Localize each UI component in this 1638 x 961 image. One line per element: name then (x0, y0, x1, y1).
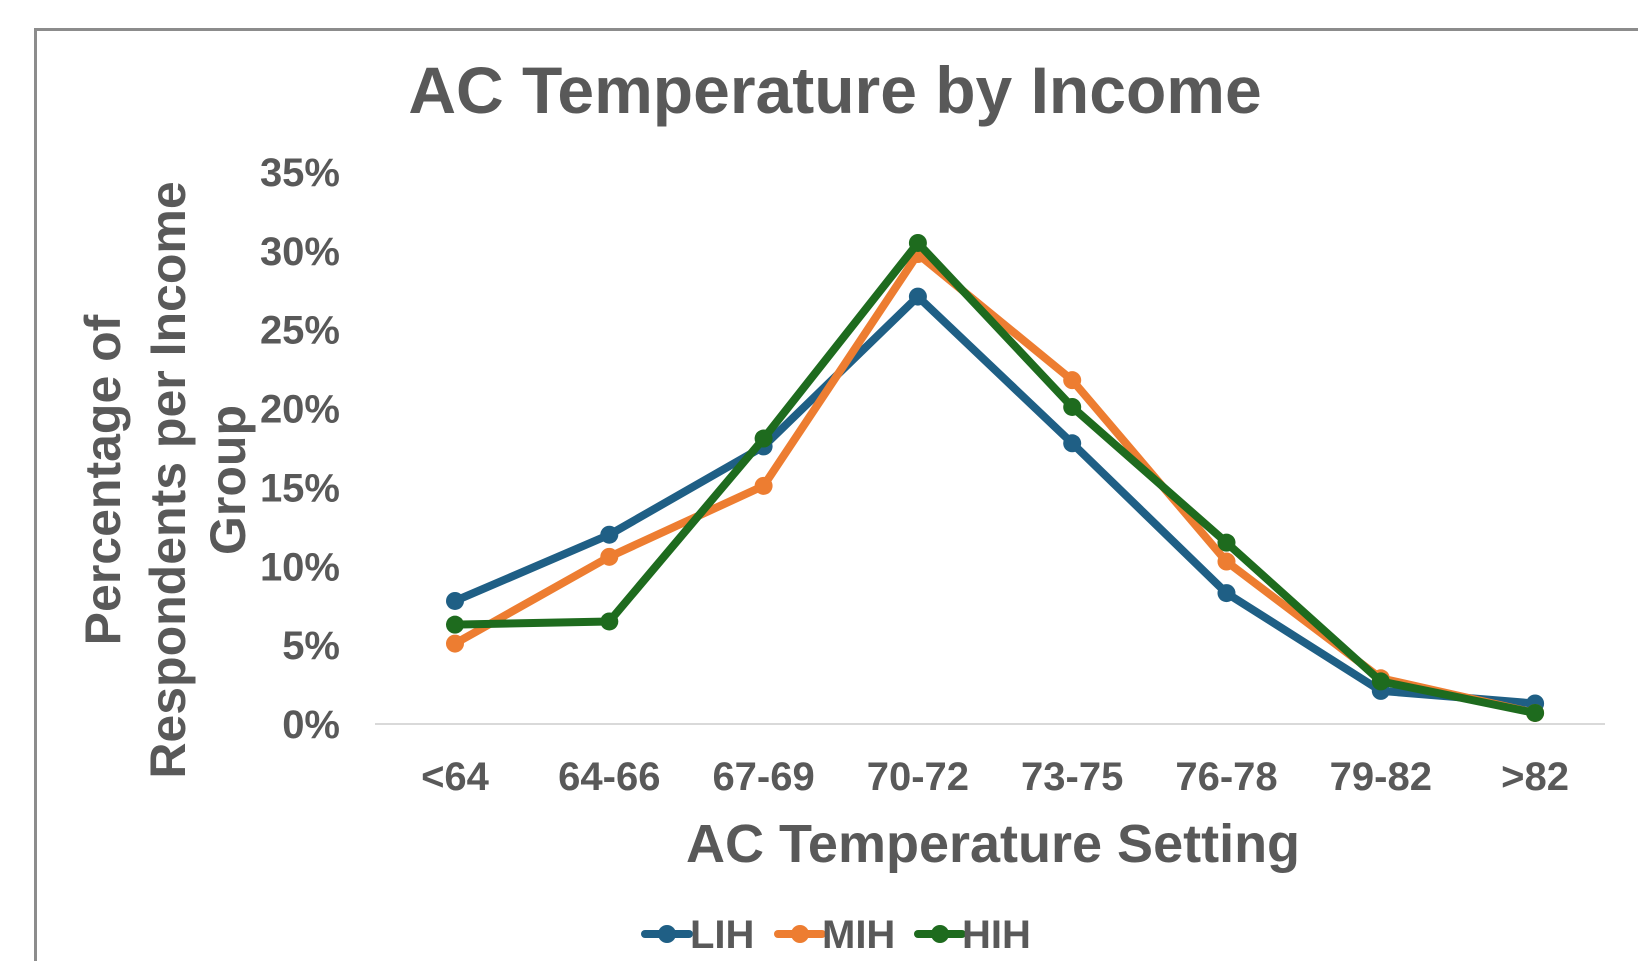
x-tick-label: 73-75 (1021, 755, 1123, 799)
x-axis-title: AC Temperature Setting (686, 814, 1300, 874)
x-tick-label: 67-69 (712, 755, 814, 799)
x-tick-label: 70-72 (867, 755, 969, 799)
data-point (600, 547, 619, 566)
y-tick-label: 30% (260, 230, 340, 274)
x-tick-label: 79-82 (1330, 755, 1432, 799)
series-layer (446, 233, 1545, 722)
x-tick-label: 76-78 (1175, 755, 1277, 799)
data-point (908, 233, 927, 252)
y-axis-title-line-1: Percentage of (75, 314, 131, 645)
x-tick-label: <64 (421, 755, 490, 799)
y-tick-label: 20% (260, 388, 340, 432)
series-line-lih (451, 292, 1540, 708)
legend-swatch-marker (931, 925, 949, 943)
data-point (1217, 533, 1236, 552)
x-tick-label: 64-66 (558, 755, 660, 799)
data-point (754, 476, 773, 495)
y-tick-label: 25% (260, 309, 340, 353)
legend-swatch-marker (791, 925, 809, 943)
data-point (908, 287, 927, 306)
y-tick-label: 35% (260, 151, 340, 195)
data-point (1063, 397, 1082, 416)
legend-label: LIH (690, 913, 754, 957)
data-point (446, 615, 464, 634)
data-point (1217, 552, 1236, 571)
chart-title: AC Temperature by Income (408, 53, 1261, 127)
series-hih (446, 233, 1545, 722)
x-axis: <64 64-66 67-69 70-72 73-75 76-78 79-82 >82 (421, 755, 1569, 799)
legend-label: MIH (822, 913, 895, 957)
legend: LIH MIH HIH (641, 913, 1031, 957)
data-point (1063, 434, 1082, 453)
data-point (600, 612, 619, 631)
y-axis-title: Percentage of Respondents per Income Gro… (75, 181, 256, 778)
y-tick-label: 5% (282, 624, 340, 668)
data-point (600, 525, 619, 544)
y-axis-title-line-3: Group (200, 405, 256, 555)
data-point (1371, 672, 1390, 691)
data-point (754, 429, 773, 448)
y-axis: 0% 5% 10% 15% 20% 25% 30% 35% (260, 151, 340, 747)
series-lih (446, 287, 1545, 713)
y-tick-label: 0% (282, 703, 340, 747)
y-tick-label: 15% (260, 466, 340, 510)
series-mih (446, 245, 1545, 722)
x-tick-label: >82 (1501, 755, 1569, 799)
data-point (1526, 703, 1545, 722)
legend-item-mih: MIH (774, 913, 895, 957)
data-point (446, 634, 464, 653)
data-point (1063, 371, 1082, 390)
legend-label: HIH (962, 913, 1031, 957)
y-axis-title-line-2: Respondents per Income (140, 181, 196, 778)
legend-swatch-marker (658, 925, 676, 943)
legend-item-hih: HIH (914, 913, 1031, 957)
chart-frame (34, 28, 1638, 961)
series-line-hih (451, 238, 1540, 717)
data-point (446, 591, 464, 610)
legend-item-lih: LIH (641, 913, 754, 957)
data-point (1217, 584, 1236, 603)
y-tick-label: 10% (260, 545, 340, 589)
